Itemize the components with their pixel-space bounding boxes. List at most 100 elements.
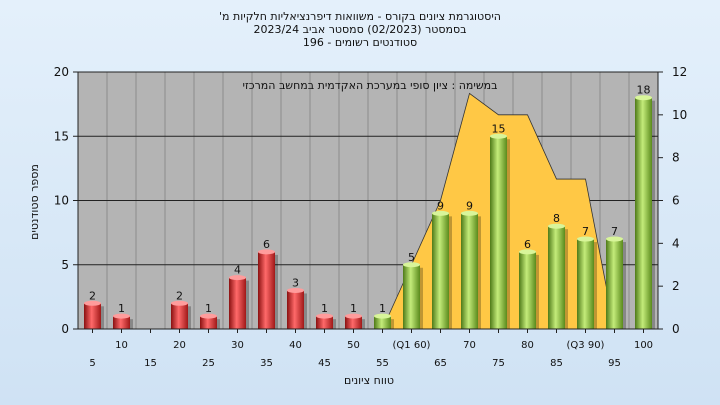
bar-top — [229, 275, 246, 281]
bar — [490, 136, 507, 329]
bar-top — [171, 300, 188, 306]
bar — [374, 316, 391, 329]
y2-tick-label: 10 — [672, 108, 687, 122]
bar — [548, 226, 565, 329]
x-tick-label: 75 — [492, 358, 505, 369]
bar — [287, 290, 304, 329]
x-tick-label: 10 — [115, 340, 128, 351]
bar-top — [374, 313, 391, 319]
y-axis-label: מספר סטודנטים — [28, 164, 41, 240]
chart-subtitle-students: סטודנטים רשומים - 196 — [302, 36, 418, 49]
data-label: 2 — [176, 289, 183, 302]
chart-subtitle-semester: בסמסטר (02/2023) סמסטר אביב 2023/24 — [253, 23, 467, 36]
bar-top — [432, 210, 449, 216]
bar — [635, 97, 652, 329]
bar-top — [519, 249, 536, 255]
bar-top — [577, 236, 594, 242]
x-tick-label: (Q1 60) — [393, 340, 431, 351]
x-axis-label: טווח ציונים — [344, 374, 394, 387]
y-tick-label: 15 — [54, 129, 69, 143]
bar-top — [200, 313, 217, 319]
bar — [461, 213, 478, 329]
data-label: 1 — [205, 302, 212, 315]
x-tick-label: 65 — [434, 358, 447, 369]
bar-top — [316, 313, 333, 319]
x-tick-label: 95 — [608, 358, 621, 369]
y2-tick-label: 12 — [672, 65, 687, 79]
x-tick-label: (Q3 90) — [567, 340, 605, 351]
y2-tick-label: 4 — [672, 236, 680, 250]
bar-top — [548, 223, 565, 229]
data-label: 7 — [611, 225, 618, 238]
bar — [171, 303, 188, 329]
y-tick-label: 20 — [54, 65, 69, 79]
x-tick-label: 70 — [463, 340, 476, 351]
bar — [200, 316, 217, 329]
data-label: 6 — [524, 238, 531, 251]
bar-series — [84, 95, 655, 329]
bar — [403, 264, 420, 329]
bar — [316, 316, 333, 329]
data-label: 8 — [553, 212, 560, 225]
x-tick-label: 55 — [376, 358, 389, 369]
chart-annotation: במשימה : ציון סופי במערכת האקדמית במחשב … — [243, 79, 498, 92]
bar — [606, 239, 623, 329]
bar — [519, 251, 536, 329]
y2-tick-label: 6 — [672, 194, 680, 208]
bar — [345, 316, 362, 329]
data-label: 1 — [321, 302, 328, 315]
chart-title: היסטוגרמת ציונים בקורס - משוואות דיפרנצי… — [219, 10, 501, 23]
data-label: 18 — [637, 84, 651, 97]
data-label: 1 — [350, 302, 357, 315]
bar — [577, 239, 594, 329]
bar-top — [490, 133, 507, 139]
bar — [229, 277, 246, 329]
data-label: 6 — [263, 238, 270, 251]
x-tick-label: 25 — [202, 358, 215, 369]
bar — [258, 251, 275, 329]
data-label: 2 — [89, 289, 96, 302]
data-label: 7 — [582, 225, 589, 238]
data-label: 1 — [379, 302, 386, 315]
data-label: 4 — [234, 264, 241, 277]
bar-top — [345, 313, 362, 319]
x-tick-label: 80 — [521, 340, 534, 351]
data-label: 5 — [408, 251, 415, 264]
bar-top — [287, 287, 304, 293]
data-label: 1 — [118, 302, 125, 315]
data-label: 9 — [437, 199, 444, 212]
data-label: 3 — [292, 276, 299, 289]
bar-top — [84, 300, 101, 306]
x-tick-label: 50 — [347, 340, 360, 351]
x-tick-label: 15 — [144, 358, 157, 369]
bar-top — [461, 210, 478, 216]
bar — [113, 316, 130, 329]
x-tick-label: 40 — [289, 340, 302, 351]
data-label: 9 — [466, 199, 473, 212]
data-label: 15 — [492, 122, 506, 135]
x-tick-label: 30 — [231, 340, 244, 351]
x-tick-label: 45 — [318, 358, 331, 369]
x-tick-label: 5 — [89, 358, 95, 369]
bar-top — [635, 95, 652, 101]
x-tick-label: 20 — [173, 340, 186, 351]
bar-top — [606, 236, 623, 242]
axes: 05101520024681012510152025303540455055(Q… — [54, 65, 688, 369]
x-tick-label: 85 — [550, 358, 563, 369]
y-tick-label: 10 — [54, 194, 69, 208]
bar — [432, 213, 449, 329]
x-tick-label: 100 — [634, 340, 653, 351]
y2-tick-label: 2 — [672, 279, 680, 293]
bar-top — [113, 313, 130, 319]
y-tick-label: 5 — [61, 258, 69, 272]
x-tick-label: 35 — [260, 358, 273, 369]
y2-tick-label: 8 — [672, 151, 680, 165]
y2-tick-label: 0 — [672, 322, 680, 336]
bar-top — [258, 249, 275, 255]
bar-top — [403, 262, 420, 268]
y-tick-label: 0 — [61, 322, 69, 336]
bar — [84, 303, 101, 329]
